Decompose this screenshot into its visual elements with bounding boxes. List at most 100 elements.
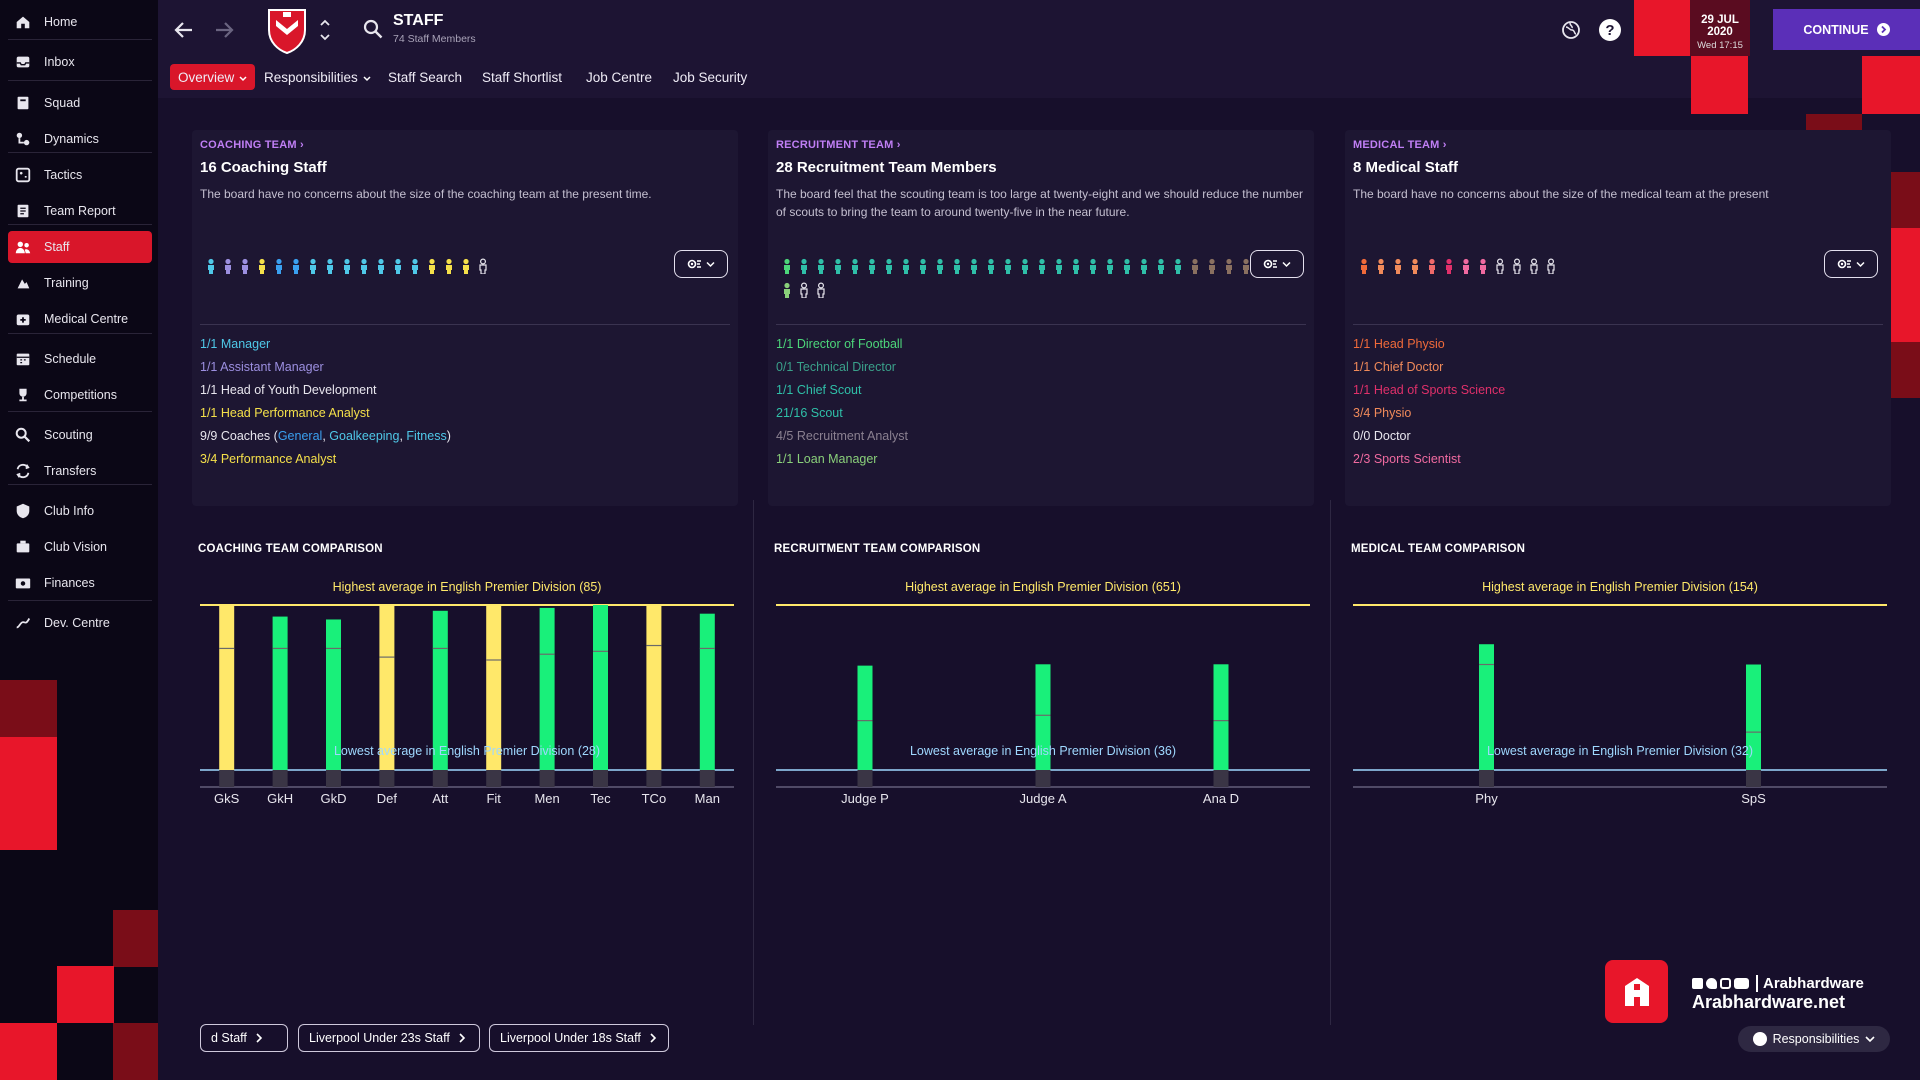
sidebar-item-medical-centre[interactable]: Medical Centre bbox=[8, 303, 152, 335]
sidebar-item-competitions[interactable]: Competitions bbox=[8, 379, 152, 411]
person-icon bbox=[1050, 258, 1067, 282]
role-row[interactable]: 1/1 Head Physio bbox=[1353, 333, 1505, 356]
person-icon bbox=[202, 258, 219, 282]
tactics-icon bbox=[14, 166, 32, 184]
sidebar-item-training[interactable]: Training bbox=[8, 267, 152, 299]
bottom-link-staff[interactable]: d Staff bbox=[200, 1024, 288, 1052]
staff-options-dropdown[interactable] bbox=[674, 250, 728, 278]
sidebar-item-club-info[interactable]: Club Info bbox=[8, 495, 152, 527]
person-icon bbox=[829, 258, 846, 282]
sidebar-item-schedule[interactable]: Schedule bbox=[8, 343, 152, 375]
sidebar-divider bbox=[8, 333, 152, 334]
help-icon[interactable]: ? bbox=[1599, 19, 1621, 41]
lowest-average-label: Lowest average in English Premier Divisi… bbox=[910, 744, 1176, 758]
chart-svg: Highest average in English Premier Divis… bbox=[1353, 580, 1887, 806]
sidebar-item-transfers[interactable]: Transfers bbox=[8, 455, 152, 487]
back-arrow-icon[interactable] bbox=[172, 18, 196, 42]
sidebar-item-home[interactable]: Home bbox=[8, 6, 152, 38]
role-row[interactable]: 9/9 Coaches (General, Goalkeeping, Fitne… bbox=[200, 425, 451, 448]
panel-description: The board feel that the scouting team is… bbox=[776, 187, 1303, 219]
tab-label: Staff Shortlist bbox=[482, 69, 563, 85]
person-icon bbox=[1237, 258, 1254, 282]
forward-arrow-icon[interactable] bbox=[212, 18, 236, 42]
tab-responsibilities[interactable]: Responsibilities bbox=[264, 64, 371, 90]
date-display[interactable]: 29 JUL 2020 Wed 17:15 bbox=[1690, 14, 1750, 51]
person-icon bbox=[372, 258, 389, 282]
tab-staff-shortlist[interactable]: Staff Shortlist bbox=[482, 64, 562, 90]
role-row[interactable]: 3/4 Performance Analyst bbox=[200, 448, 451, 471]
person-icon bbox=[1389, 258, 1406, 282]
continue-button[interactable]: CONTINUE bbox=[1773, 9, 1920, 50]
sidebar-item-dynamics[interactable]: Dynamics bbox=[8, 123, 152, 155]
sidebar-item-inbox[interactable]: Inbox bbox=[8, 46, 152, 78]
role-row[interactable]: 4/5 Recruitment Analyst bbox=[776, 425, 908, 448]
inbox-icon bbox=[14, 53, 32, 71]
role-row[interactable]: 1/1 Director of Football bbox=[776, 333, 908, 356]
decor-square bbox=[1862, 56, 1920, 114]
sidebar-item-label: Schedule bbox=[44, 352, 97, 366]
sidebar-item-staff[interactable]: Staff bbox=[8, 231, 152, 263]
chevron-down-icon bbox=[1856, 261, 1865, 267]
role-row[interactable]: 0/1 Technical Director bbox=[776, 356, 908, 379]
role-row[interactable]: 1/1 Assistant Manager bbox=[200, 356, 451, 379]
panel-eyebrow-link[interactable]: RECRUITMENT TEAM › bbox=[776, 139, 901, 151]
role-row[interactable]: 0/0 Doctor bbox=[1353, 425, 1505, 448]
sidebar-item-scouting[interactable]: Scouting bbox=[8, 419, 152, 451]
search-icon[interactable] bbox=[362, 18, 384, 40]
sidebar-item-finances[interactable]: Finances bbox=[8, 567, 152, 599]
sidebar-item-club-vision[interactable]: Club Vision bbox=[8, 531, 152, 563]
panel-eyebrow-link[interactable]: MEDICAL TEAM › bbox=[1353, 139, 1447, 151]
staff-options-dropdown[interactable] bbox=[1824, 250, 1878, 278]
role-row[interactable]: 1/1 Head Performance Analyst bbox=[200, 402, 451, 425]
panel-eyebrow-link[interactable]: COACHING TEAM › bbox=[200, 139, 304, 151]
world-icon[interactable] bbox=[1561, 20, 1581, 40]
role-row[interactable]: 1/1 Head of Sports Science bbox=[1353, 379, 1505, 402]
bottom-link-u18[interactable]: Liverpool Under 18s Staff bbox=[489, 1024, 669, 1052]
panel-eyebrow-label: RECRUITMENT TEAM bbox=[776, 139, 894, 151]
person-icon bbox=[1203, 258, 1220, 282]
staff-options-dropdown[interactable] bbox=[1250, 250, 1304, 278]
role-row[interactable]: 21/16 Scout bbox=[776, 402, 908, 425]
role-row[interactable]: 1/1 Manager bbox=[200, 333, 451, 356]
person-icon bbox=[1440, 258, 1457, 282]
sidebar-item-team-report[interactable]: Team Report bbox=[8, 195, 152, 227]
sidebar-item-label: Tactics bbox=[44, 168, 83, 182]
sidebar-divider bbox=[8, 600, 152, 601]
person-icon bbox=[1135, 258, 1152, 282]
role-part[interactable]: General bbox=[277, 429, 323, 443]
tab-staff-search[interactable]: Staff Search bbox=[388, 64, 462, 90]
page-title: STAFF bbox=[393, 12, 444, 29]
sidebar-divider bbox=[8, 224, 152, 225]
role-row[interactable]: 1/1 Chief Scout bbox=[776, 379, 908, 402]
responsibilities-button[interactable]: Responsibilities bbox=[1738, 1026, 1890, 1052]
panel-eyebrow-label: COACHING TEAM bbox=[200, 139, 297, 151]
role-row[interactable]: 3/4 Physio bbox=[1353, 402, 1505, 425]
chart-bar bbox=[272, 616, 288, 770]
sidebar-item-tactics[interactable]: Tactics bbox=[8, 159, 152, 191]
role-row[interactable]: 1/1 Chief Doctor bbox=[1353, 356, 1505, 379]
person-icon bbox=[1186, 258, 1203, 282]
role-row[interactable]: 1/1 Head of Youth Development bbox=[200, 379, 451, 402]
club-switch-icon[interactable] bbox=[318, 16, 332, 44]
role-part[interactable]: Goalkeeping bbox=[329, 429, 400, 443]
panel-divider bbox=[200, 324, 730, 325]
chart-tick-label: Def bbox=[377, 791, 398, 806]
tab-job-centre[interactable]: Job Centre bbox=[586, 64, 652, 90]
bottom-link-u23[interactable]: Liverpool Under 23s Staff bbox=[298, 1024, 480, 1052]
tab-job-security[interactable]: Job Security bbox=[673, 64, 747, 90]
person-icon bbox=[1016, 258, 1033, 282]
role-row[interactable]: 1/1 Loan Manager bbox=[776, 448, 908, 471]
watermark-social-icons: Arabhardware bbox=[1692, 975, 1864, 992]
squad-icon bbox=[14, 94, 32, 112]
vacant-person-icon bbox=[1542, 258, 1559, 282]
tab-overview[interactable]: Overview bbox=[170, 64, 256, 90]
sidebar-divider bbox=[8, 411, 152, 412]
chart-tick-label: Phy bbox=[1475, 791, 1498, 806]
role-part[interactable]: Fitness bbox=[406, 429, 447, 443]
role-list: 1/1 Manager 1/1 Assistant Manager 1/1 Head… bbox=[200, 333, 451, 471]
person-icon bbox=[355, 258, 372, 282]
sidebar-item-dev-centre[interactable]: Dev. Centre bbox=[8, 607, 152, 639]
sidebar-item-squad[interactable]: Squad bbox=[8, 87, 152, 119]
chart-tick-label: GkD bbox=[321, 791, 347, 806]
role-row[interactable]: 2/3 Sports Scientist bbox=[1353, 448, 1505, 471]
